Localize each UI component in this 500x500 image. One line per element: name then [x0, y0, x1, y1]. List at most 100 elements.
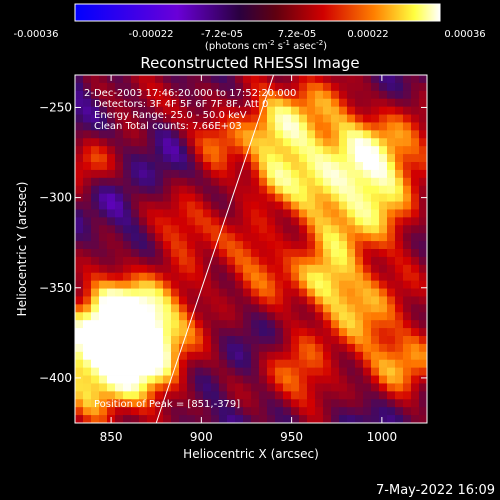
- image-pixel: [251, 90, 260, 100]
- image-pixel: [99, 328, 108, 337]
- image-pixel: [347, 249, 356, 258]
- image-pixel: [283, 75, 292, 84]
- image-pixel: [203, 304, 212, 313]
- image-pixel: [291, 75, 300, 84]
- image-pixel: [259, 264, 268, 274]
- image-pixel: [315, 233, 324, 242]
- image-pixel: [99, 201, 108, 210]
- image-pixel: [395, 264, 404, 274]
- image-pixel: [131, 343, 140, 353]
- image-pixel: [91, 320, 100, 329]
- y-tick-label: −350: [39, 281, 72, 295]
- image-pixel: [355, 98, 364, 108]
- image-pixel: [355, 280, 364, 289]
- image-pixel: [299, 256, 308, 266]
- image-pixel: [379, 256, 388, 266]
- image-pixel: [275, 383, 284, 392]
- image-pixel: [131, 399, 140, 408]
- image-pixel: [195, 288, 204, 297]
- image-pixel: [155, 122, 164, 131]
- image-pixel: [299, 415, 308, 423]
- image-pixel: [99, 415, 108, 423]
- image-pixel: [259, 407, 268, 416]
- image-pixel: [323, 391, 332, 400]
- image-pixel: [275, 256, 284, 266]
- image-pixel: [211, 328, 220, 337]
- image-pixel: [123, 233, 132, 242]
- image-pixel: [99, 225, 108, 234]
- image-pixel: [323, 351, 332, 361]
- image-pixel: [163, 146, 172, 155]
- image-pixel: [123, 367, 132, 376]
- image-pixel: [331, 106, 340, 115]
- image-pixel: [131, 146, 140, 155]
- image-pixel: [283, 280, 292, 289]
- image-pixel: [419, 320, 427, 329]
- image-pixel: [187, 391, 196, 400]
- image-pixel: [155, 98, 164, 108]
- image-pixel: [219, 185, 228, 195]
- image-pixel: [355, 169, 364, 179]
- image-pixel: [179, 106, 188, 115]
- image-pixel: [251, 75, 260, 84]
- image-pixel: [147, 367, 156, 376]
- image-pixel: [75, 256, 84, 266]
- image-pixel: [187, 272, 196, 282]
- image-pixel: [411, 328, 420, 337]
- image-pixel: [227, 122, 236, 131]
- image-pixel: [363, 82, 372, 92]
- image-pixel: [139, 264, 148, 274]
- image-pixel: [251, 114, 260, 123]
- image-pixel: [227, 177, 236, 187]
- image-pixel: [339, 343, 348, 353]
- colorbar-ticks: -0.00036 -0.00022 -7.2e-05 7.2e-05 0.000…: [14, 29, 486, 40]
- image-pixel: [251, 138, 260, 147]
- image-pixel: [355, 146, 364, 155]
- image-pixel: [403, 225, 412, 234]
- image-pixel: [379, 399, 388, 408]
- image-pixel: [155, 288, 164, 297]
- image-pixel: [395, 296, 404, 305]
- image-pixel: [83, 106, 92, 115]
- image-pixel: [283, 146, 292, 155]
- image-pixel: [419, 343, 427, 353]
- image-pixel: [115, 264, 124, 274]
- image-pixel: [243, 162, 252, 171]
- image-pixel: [179, 154, 188, 163]
- image-pixel: [203, 264, 212, 274]
- image-pixel: [315, 130, 324, 139]
- image-pixel: [355, 256, 364, 266]
- image-pixel: [339, 399, 348, 408]
- image-pixel: [219, 106, 228, 115]
- image-pixel: [251, 391, 260, 400]
- image-pixel: [323, 98, 332, 108]
- image-pixel: [227, 154, 236, 163]
- image-pixel: [123, 225, 132, 234]
- image-pixel: [99, 407, 108, 416]
- image-pixel: [299, 351, 308, 361]
- image-pixel: [187, 209, 196, 218]
- image-pixel: [139, 233, 148, 242]
- image-pixel: [115, 343, 124, 353]
- image-pixel: [131, 114, 140, 123]
- image-pixel: [155, 272, 164, 282]
- plot-frame: [74, 74, 428, 424]
- image-pixel: [155, 114, 164, 123]
- image-pixel: [131, 288, 140, 297]
- image-pixel: [195, 359, 204, 369]
- image-pixel: [179, 288, 188, 297]
- image-pixel: [195, 114, 204, 123]
- image-pixel: [99, 177, 108, 187]
- image-pixel: [251, 225, 260, 234]
- image-pixel: [179, 114, 188, 123]
- image-pixel: [227, 296, 236, 305]
- image-pixel: [267, 122, 276, 131]
- image-pixel: [291, 249, 300, 258]
- image-pixel: [219, 312, 228, 321]
- image-pixel: [243, 415, 252, 423]
- image-pixel: [267, 201, 276, 210]
- image-pixel: [155, 162, 164, 171]
- image-pixel: [403, 343, 412, 353]
- image-pixel: [243, 359, 252, 369]
